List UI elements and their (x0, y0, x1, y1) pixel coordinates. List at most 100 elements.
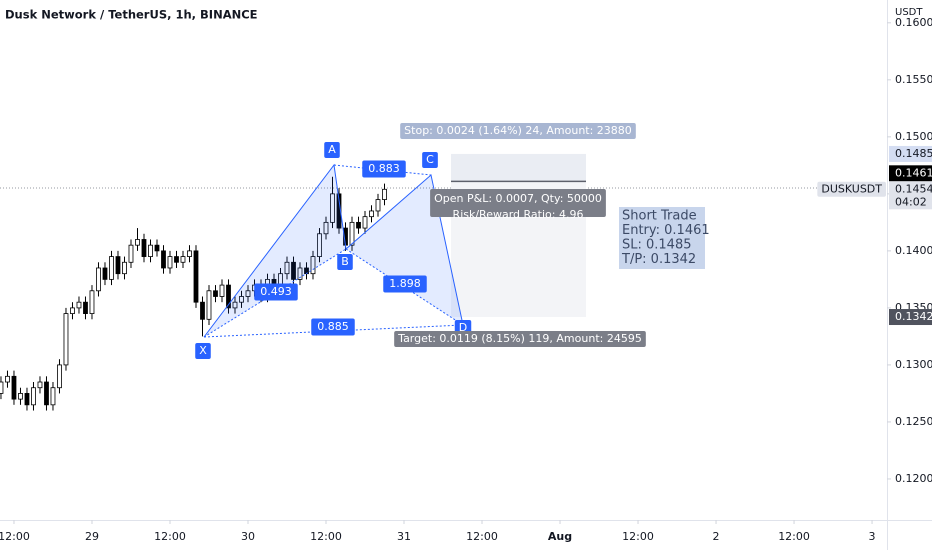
note-box (619, 207, 705, 269)
target-price-label-box (889, 309, 932, 326)
pattern-ratio-label-box (254, 283, 298, 301)
target-price-label: 0.1342 (895, 310, 932, 323)
x-tick-label: 2 (713, 530, 720, 543)
x-tick-label: Aug (548, 530, 572, 543)
pattern-point-label-box (195, 343, 211, 359)
stop-zone (451, 153, 586, 182)
pattern-point-label: B (341, 255, 349, 268)
candle-body (109, 256, 114, 280)
candle-body (57, 364, 62, 389)
candle-body (310, 256, 316, 275)
pattern-point-label: D (459, 321, 467, 334)
pattern-point-label-box (422, 152, 438, 168)
candle-body (96, 267, 101, 292)
candle-body (219, 284, 225, 297)
chart-title: Dusk Network / TetherUS, 1h, BINANCE (5, 8, 258, 22)
pattern-point-label-box (337, 254, 353, 270)
y-tick-label: 0.1200 (895, 472, 932, 485)
candle-body (239, 296, 244, 303)
candle-body (200, 301, 205, 320)
x-tick-label: 3 (869, 530, 876, 543)
candle-body (24, 393, 30, 406)
pattern-ratio-label-box (362, 160, 406, 178)
candle-body (148, 244, 153, 257)
candle-body (362, 216, 368, 229)
candle-body (102, 267, 108, 280)
candle-body (180, 256, 186, 263)
note-line: SL: 0.1485 (622, 238, 692, 253)
candle-body (369, 210, 374, 218)
pattern-ratio-label: 0.883 (368, 162, 400, 175)
symbol-label: DUSKUSDT (821, 182, 882, 195)
pattern-ratio-label-box (311, 318, 355, 336)
pnl-label-box (430, 189, 606, 217)
x-tick-label: 12:00 (0, 530, 30, 543)
candle-body (174, 256, 179, 263)
x-tick-label: 12:00 (154, 530, 186, 543)
candle-body (0, 381, 4, 394)
candle-body (382, 188, 387, 200)
candle-body (375, 199, 381, 212)
candle-body (245, 290, 251, 297)
pattern-ratio-label: 0.885 (317, 320, 349, 333)
x-tick-label: 31 (397, 530, 411, 543)
entry-price-label: 0.1461 (895, 166, 932, 179)
candle-body (323, 221, 329, 235)
x-tick-label: 12:00 (622, 530, 654, 543)
candle-body (167, 256, 173, 269)
candle-body (356, 221, 361, 229)
y-tick-label: 0.1300 (895, 358, 932, 371)
candle-body (297, 267, 303, 280)
pattern-point-label: A (328, 143, 336, 156)
stop-label: Stop: 0.0024 (1.64%) 24, Amount: 23880 (404, 124, 632, 137)
candle-body (37, 381, 43, 389)
candle-body (193, 250, 199, 303)
stop-label-box (400, 123, 636, 139)
candle-body (31, 387, 36, 406)
candle-body (206, 290, 212, 320)
candle-body (115, 256, 121, 275)
x-tick-label: 29 (85, 530, 99, 543)
candle-body (89, 290, 95, 314)
y-tick-label: 0.1250 (895, 415, 932, 428)
candle-body (232, 301, 238, 309)
candle-body (44, 381, 49, 406)
target-label: Target: 0.0119 (8.15%) 119, Amount: 2459… (397, 332, 642, 345)
x-tick-label: 12:00 (310, 530, 342, 543)
candle-body (141, 239, 147, 257)
entry-price-label-box (889, 165, 932, 182)
note-line: T/P: 0.1342 (621, 252, 696, 267)
candle-body (50, 387, 56, 406)
note-line: Short Trade (622, 209, 697, 224)
pnl-label: Open P&L: 0.0007, Qty: 50000 (434, 192, 602, 205)
pattern-point-label: X (199, 344, 207, 357)
x-tick-label: 12:00 (778, 530, 810, 543)
y-tick-label: 0.1550 (895, 73, 932, 86)
note-line: Entry: 0.1461 (622, 223, 710, 238)
pattern-point-label-box (324, 142, 340, 158)
currency-label: USDT (895, 7, 923, 18)
rr-label: Risk/Reward Ratio: 4.96 (453, 208, 584, 221)
stop-price-label-box (889, 145, 932, 162)
candle-body (284, 261, 290, 275)
candle-body (330, 193, 335, 223)
candle-body (349, 221, 355, 246)
candle-body (70, 307, 75, 314)
stop-price-label: 0.1485 (895, 147, 932, 160)
candle-body (11, 375, 17, 400)
countdown-label: 04:02 (895, 195, 927, 208)
pattern-ratio-label-box (383, 275, 427, 293)
target-label-box (394, 331, 646, 347)
y-tick-label: 0.1400 (895, 244, 932, 257)
y-tick-label: 0.1600 (895, 16, 932, 29)
pattern-ratio-label: 0.493 (260, 285, 292, 298)
candle-body (76, 301, 82, 309)
last-price-label: 0.1454 (895, 182, 932, 195)
candle-body (83, 301, 88, 314)
candle-body (317, 233, 322, 257)
last-price-box (889, 181, 932, 210)
pattern-ratio-label: 1.898 (389, 277, 421, 290)
candle-body (187, 250, 192, 257)
x-tick-label: 12:00 (466, 530, 498, 543)
symbol-label-box (817, 181, 886, 197)
